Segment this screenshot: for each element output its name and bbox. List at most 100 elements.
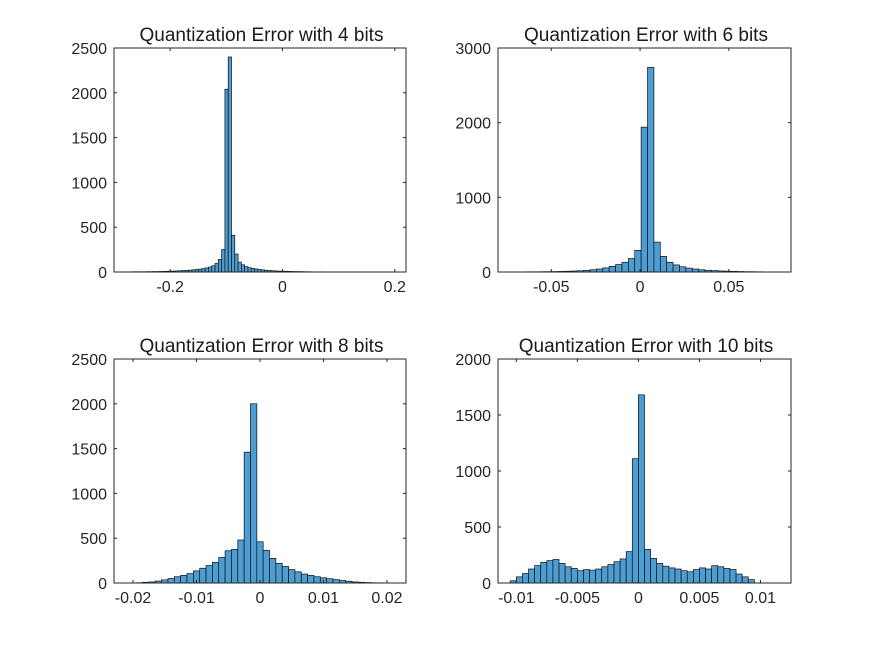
histogram-bar — [583, 569, 590, 584]
histogram-bar — [666, 261, 674, 273]
histogram-bar — [546, 560, 554, 584]
x-tick-label: -0.01 — [178, 590, 215, 607]
histogram-bar — [262, 549, 270, 584]
x-tick-label: -0.01 — [498, 590, 535, 607]
histogram-bar — [205, 565, 213, 584]
histogram-bar — [218, 557, 226, 584]
histogram-bar — [231, 549, 239, 584]
histogram-bar — [613, 561, 621, 584]
subplot-10-bits: Quantization Error with 10 bits -0.01 -0.… — [455, 336, 792, 607]
histogram-bars — [119, 56, 334, 273]
histogram-bar — [307, 575, 315, 584]
histogram-bar — [576, 570, 584, 584]
histogram-bar — [656, 563, 664, 584]
histogram-bar — [692, 569, 700, 584]
histogram-bar — [211, 265, 216, 273]
x-tick-label: -0.2 — [156, 279, 184, 296]
x-tick-label: 0.2 — [384, 279, 406, 296]
y-tick-label: 1000 — [71, 175, 107, 192]
histogram-bar — [589, 569, 597, 584]
histogram-bar — [201, 268, 206, 273]
histogram-bar — [326, 578, 334, 584]
subplot-4-bits: Quantization Error with 4 bits -0.2 0 0.2 0… — [71, 25, 407, 296]
histogram-bar — [332, 579, 340, 584]
histogram-bar — [199, 567, 207, 584]
histogram-bar — [647, 67, 655, 273]
histogram-bar — [674, 568, 682, 584]
histogram-bar — [534, 565, 542, 584]
histogram-bar — [619, 558, 627, 584]
histogram-bar — [227, 56, 232, 273]
x-tick-label: 0 — [634, 590, 643, 607]
histogram-bar — [627, 258, 636, 273]
histogram-bar — [723, 568, 731, 584]
histogram-bar — [217, 259, 222, 273]
histogram-bar — [224, 88, 229, 273]
histogram-bar — [659, 255, 668, 273]
subplot-8-bits: Quantization Error with 8 bits -0.02 -0.0… — [71, 336, 407, 607]
histogram-bar — [208, 266, 213, 273]
histogram-bar — [686, 571, 694, 584]
histogram-bar — [294, 571, 302, 584]
histogram-bar — [621, 261, 629, 273]
y-tick-label: 3000 — [455, 41, 491, 58]
histogram-bar — [650, 558, 658, 584]
y-tick-label: 0 — [98, 576, 107, 593]
histogram-bar — [625, 551, 633, 584]
y-tick-label: 2000 — [71, 86, 107, 103]
histogram-bar — [595, 568, 603, 584]
histogram-bar — [243, 451, 251, 584]
histogram-bar — [640, 126, 648, 273]
y-tick-label: 1000 — [71, 486, 107, 503]
histogram-bar — [668, 567, 676, 584]
histogram-bar — [558, 563, 566, 584]
x-tick-label: -0.005 — [555, 590, 600, 607]
histogram-bar — [214, 263, 219, 273]
histogram-bar — [699, 567, 706, 584]
histogram-bar — [564, 566, 572, 584]
histogram-bar — [244, 266, 249, 273]
histogram-bar — [515, 576, 523, 584]
histogram-bar — [224, 550, 232, 584]
y-tick-label: 2500 — [71, 352, 107, 369]
histogram-bars — [509, 394, 755, 584]
histogram-bars — [135, 403, 385, 584]
y-tick-label: 500 — [80, 531, 107, 548]
histogram-bar — [528, 568, 535, 584]
histogram-bar — [747, 579, 755, 584]
histogram-bar — [662, 565, 670, 584]
x-tick-label: 0.01 — [745, 590, 776, 607]
histogram-bar — [685, 267, 693, 273]
subplot-6-bits: Quantization Error with 6 bits -0.05 0 0.0… — [455, 25, 792, 296]
histogram-bar — [679, 266, 687, 273]
histogram-bar — [608, 266, 616, 273]
histogram-bar — [231, 234, 236, 273]
histogram-bar — [735, 573, 743, 584]
histogram-bar — [653, 241, 661, 273]
histogram-bar — [705, 568, 712, 584]
x-tick-label: 0.02 — [371, 590, 402, 607]
histogram-bar — [741, 576, 749, 584]
histogram-bar — [237, 261, 242, 273]
subplot-title: Quantization Error with 8 bits — [140, 336, 384, 357]
subplot-title: Quantization Error with 6 bits — [524, 25, 768, 46]
histogram-bar — [237, 539, 245, 584]
subplot-title: Quantization Error with 4 bits — [140, 25, 384, 46]
histogram-bar — [204, 267, 209, 273]
x-tick-label: 0 — [278, 279, 287, 296]
y-tick-label: 500 — [464, 520, 491, 537]
histogram-bar — [212, 562, 220, 584]
histogram-bar — [250, 403, 258, 584]
subplot-title: Quantization Error with 10 bits — [519, 336, 774, 357]
histogram-bar — [729, 569, 737, 584]
histogram-bar — [552, 559, 560, 584]
histogram-bar — [221, 249, 226, 273]
y-tick-label: 0 — [482, 265, 491, 282]
histogram-bar — [281, 566, 289, 584]
y-tick-label: 1000 — [455, 464, 491, 481]
histogram-bar — [631, 458, 639, 584]
histogram-bar — [241, 264, 246, 273]
x-tick-label: 0.01 — [308, 590, 339, 607]
x-tick-label: -0.05 — [533, 279, 570, 296]
y-tick-label: 2000 — [455, 352, 491, 369]
